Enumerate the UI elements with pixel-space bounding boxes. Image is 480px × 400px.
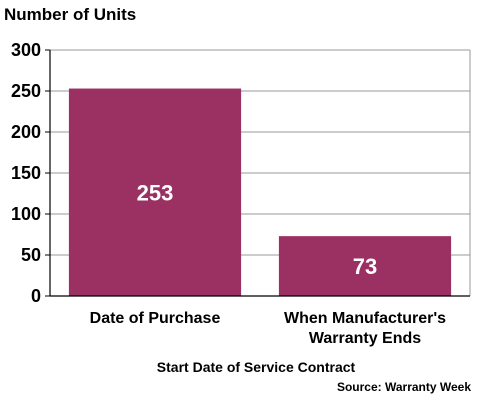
- bars: 253 73: [68, 88, 452, 296]
- y-tick-label: 150: [11, 163, 41, 183]
- x-axis-label: Start Date of Service Contract: [157, 359, 356, 375]
- source-note: Source: Warranty Week: [337, 380, 471, 394]
- x-tick-label: Warranty Ends: [309, 330, 421, 347]
- y-tick-label: 50: [21, 245, 41, 265]
- y-tick-label: 100: [11, 204, 41, 224]
- bar: [278, 236, 452, 296]
- y-tick-label: 200: [11, 122, 41, 142]
- x-tick-labels: Date of Purchase When Manufacturer's Warra…: [90, 310, 446, 347]
- y-tick-label: 250: [11, 81, 41, 101]
- y-tick-label: 300: [11, 40, 41, 60]
- chart-title: Number of Units: [4, 5, 136, 24]
- x-tick-label: When Manufacturer's: [284, 310, 446, 327]
- x-tick-label: Date of Purchase: [90, 310, 221, 327]
- data-label: 253: [137, 180, 174, 205]
- axes: [45, 49, 470, 297]
- y-tick-labels: 0 50 100 150 200 250 300: [11, 40, 41, 306]
- bar: [68, 88, 242, 296]
- data-label: 73: [353, 254, 377, 279]
- y-tick-label: 0: [31, 286, 41, 306]
